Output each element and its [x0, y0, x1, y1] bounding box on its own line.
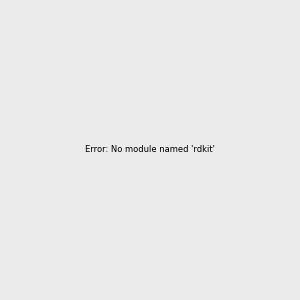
Text: Error: No module named 'rdkit': Error: No module named 'rdkit' [85, 146, 215, 154]
